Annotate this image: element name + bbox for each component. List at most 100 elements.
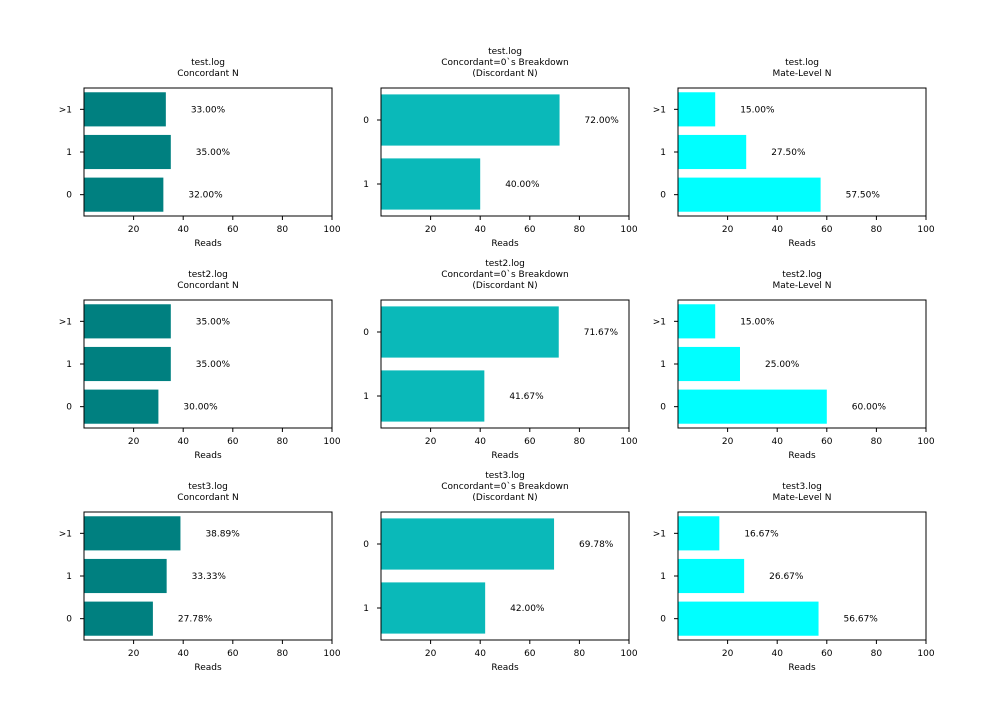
bar	[84, 177, 164, 212]
data-label: 30.00%	[183, 403, 218, 413]
y-tick-label: 1	[66, 148, 72, 158]
subplot-title: test.log Concordant N	[177, 58, 239, 79]
x-tick-label: 100	[323, 649, 340, 659]
y-tick-label: >1	[653, 529, 666, 539]
x-tick-label: 60	[524, 225, 536, 235]
axes-frame	[380, 299, 630, 429]
axes-frame	[677, 299, 927, 429]
data-label: 60.00%	[852, 403, 887, 413]
y-tick-label: 0	[660, 191, 666, 201]
x-axis-label: Reads	[194, 239, 222, 249]
data-label: 33.33%	[192, 572, 227, 582]
x-tick-label: 100	[620, 225, 637, 235]
axes-frame	[83, 299, 333, 429]
x-tick-label: 20	[425, 649, 437, 659]
bar	[381, 582, 486, 634]
x-tick-label: 80	[574, 225, 586, 235]
data-label: 26.67%	[769, 572, 804, 582]
data-label: 69.78%	[579, 540, 614, 550]
y-tick-label: 0	[66, 403, 72, 413]
y-tick-label: 0	[66, 191, 72, 201]
y-tick-label: 1	[66, 572, 72, 582]
x-tick-label: 80	[871, 437, 883, 447]
bar	[678, 134, 747, 170]
y-tick-label: >1	[653, 105, 666, 115]
y-tick-label: 0	[363, 328, 369, 338]
data-label: 16.67%	[744, 529, 779, 539]
y-tick-label: >1	[59, 317, 72, 327]
bar	[84, 516, 181, 551]
data-label: 33.00%	[191, 105, 226, 115]
x-tick-label: 80	[574, 649, 586, 659]
bar	[381, 518, 555, 570]
bar	[381, 370, 485, 422]
y-tick-label: 1	[660, 572, 666, 582]
axes-frame	[380, 87, 630, 217]
data-label: 72.00%	[585, 116, 620, 126]
y-tick-label: 1	[363, 180, 369, 190]
x-tick-label: 60	[227, 649, 239, 659]
x-tick-label: 40	[771, 437, 783, 447]
data-label: 27.50%	[771, 148, 806, 158]
x-tick-label: 40	[177, 437, 189, 447]
subplot-7: test3.log Concordant N 0 27.78% 1 33.33% >1 38.…	[59, 482, 341, 673]
x-tick-label: 80	[277, 649, 289, 659]
x-tick-label: 40	[177, 225, 189, 235]
data-label: 35.00%	[196, 148, 231, 158]
x-tick-label: 20	[722, 649, 734, 659]
subplot-9: test3.log Mate-Level N 0 56.67% 1 26.67% >1 16.…	[653, 482, 935, 673]
x-tick-label: 40	[771, 649, 783, 659]
subplot-1: test.log Concordant N 0 32.00% 1 35.00% >1 33.0…	[59, 58, 341, 249]
bar	[84, 304, 171, 339]
x-tick-label: 100	[620, 437, 637, 447]
bar	[678, 177, 821, 212]
subplot-4: test2.log Concordant N 0 30.00% 1 35.00% >1 35.…	[59, 270, 341, 461]
data-label: 71.67%	[584, 328, 619, 338]
subplot-title: test3.log Mate-Level N	[773, 482, 832, 503]
x-tick-label: 60	[524, 649, 536, 659]
x-tick-label: 80	[574, 437, 586, 447]
y-tick-label: 0	[363, 116, 369, 126]
y-tick-label: >1	[59, 529, 72, 539]
x-axis-label: Reads	[788, 663, 816, 673]
bar	[678, 516, 720, 551]
bar	[678, 346, 740, 382]
x-tick-label: 100	[620, 649, 637, 659]
axes-frame	[83, 87, 333, 217]
subplot-3: test.log Mate-Level N 0 57.50% 1 27.50% >1 15.0…	[653, 58, 935, 249]
subplot-title: test3.log Concordant=0`s Breakdown (Discor…	[441, 471, 569, 503]
x-axis-label: Reads	[788, 451, 816, 461]
bar	[84, 558, 167, 594]
subplot-title: test.log Mate-Level N	[773, 58, 832, 79]
x-tick-label: 40	[177, 649, 189, 659]
bar	[381, 158, 481, 210]
x-tick-label: 100	[323, 225, 340, 235]
bar	[678, 304, 716, 339]
axes-frame	[83, 511, 333, 641]
x-tick-label: 20	[128, 437, 140, 447]
data-label: 15.00%	[740, 317, 775, 327]
x-tick-label: 60	[524, 437, 536, 447]
x-tick-label: 20	[128, 225, 140, 235]
axes-frame	[677, 87, 927, 217]
x-tick-label: 100	[917, 225, 934, 235]
y-tick-label: 1	[660, 148, 666, 158]
data-label: 42.00%	[510, 604, 545, 614]
data-label: 57.50%	[846, 191, 881, 201]
y-tick-label: 0	[363, 540, 369, 550]
subplot-6: test2.log Mate-Level N 0 60.00% 1 25.00% >1 15.…	[653, 270, 935, 461]
x-tick-label: 40	[474, 437, 486, 447]
x-tick-label: 40	[771, 225, 783, 235]
y-tick-label: >1	[59, 105, 72, 115]
bar	[84, 389, 159, 424]
x-tick-label: 40	[474, 649, 486, 659]
x-tick-label: 20	[722, 437, 734, 447]
subplot-2: test.log Concordant=0`s Breakdown (Discord…	[363, 47, 638, 249]
subplot-5: test2.log Concordant=0`s Breakdown (Discor…	[363, 259, 638, 461]
bar	[678, 558, 745, 594]
y-tick-label: 0	[660, 615, 666, 625]
x-axis-label: Reads	[788, 239, 816, 249]
y-tick-label: >1	[653, 317, 666, 327]
data-label: 35.00%	[196, 317, 231, 327]
